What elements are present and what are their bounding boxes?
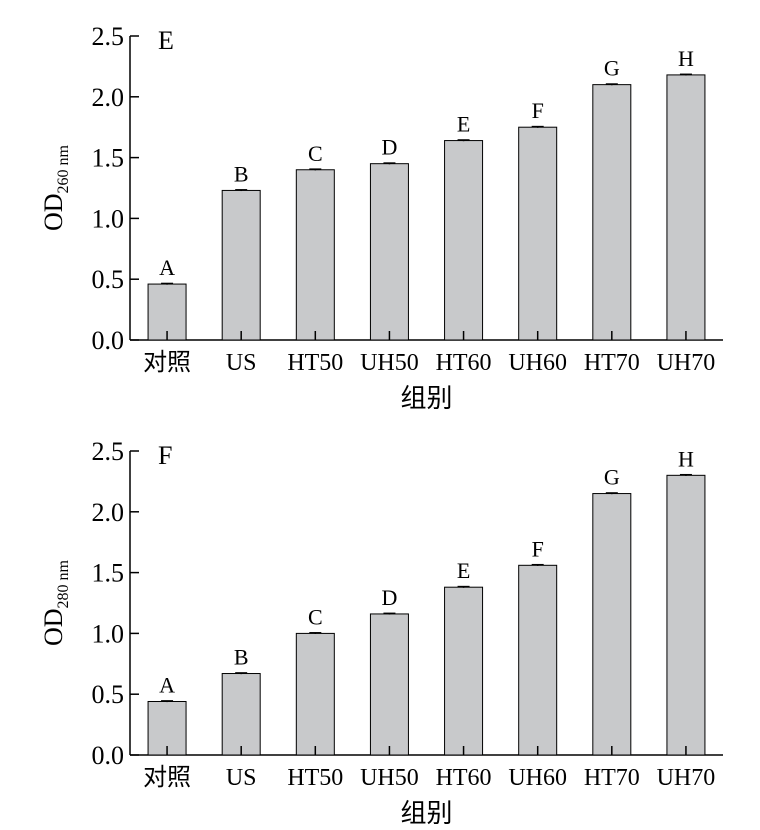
- chart-f-significance-letter: A: [159, 672, 175, 697]
- chart-f-x-tick-label: UH60: [508, 765, 567, 791]
- chart-e-y-axis-label: OD260 nm: [39, 144, 72, 231]
- chart-f-bar: [666, 474, 706, 756]
- chart-e-y-axis-label-sub: 260 nm: [55, 144, 72, 193]
- chart-e-y-tick-label: 0.5: [92, 265, 125, 294]
- chart-f-panel-label: F: [158, 441, 172, 470]
- chart-f-y-tick-label: 2.5: [92, 437, 125, 466]
- chart-e-x-tick-label: HT70: [584, 350, 640, 376]
- chart-e-y-tick-label: 0.0: [92, 326, 125, 355]
- chart-f-x-tick-label: HT60: [436, 765, 492, 791]
- chart-f-bar: [295, 632, 335, 756]
- chart-e-bar: [369, 163, 409, 341]
- chart-f-x-tick-label: UH50: [360, 765, 419, 791]
- chart-e-significance-letter: F: [532, 98, 544, 123]
- chart-e-significance-letter: B: [234, 161, 249, 186]
- chart-f-x-tick-label: 对照: [143, 764, 191, 791]
- chart-f-x-tick-label: HT50: [287, 765, 343, 791]
- chart-e-significance-letter: A: [159, 255, 175, 280]
- chart-f-significance-letter: G: [604, 465, 620, 490]
- chart-e-significance-letter: D: [381, 135, 397, 160]
- chart-e-bar: [666, 74, 706, 341]
- chart-e-x-tick-label: UH70: [657, 350, 716, 376]
- chart-f-svg: 0.0 0.5 1.0 1.5 2.0 2.5 F OD280 nm A 对照 B US C HT50 D U…: [39, 437, 723, 828]
- chart-e-bar: [518, 126, 558, 341]
- chart-e-panel-label: E: [158, 26, 174, 55]
- chart-f-y-tick-label: 0.5: [92, 680, 125, 709]
- chart-f-y-axis-label-main: OD: [39, 608, 68, 646]
- chart-e-bar: [147, 283, 187, 341]
- chart-e-y-axis-label-main: OD: [39, 193, 68, 231]
- chart-f-bar: [369, 613, 409, 756]
- chart-e-bar: [444, 140, 484, 341]
- chart-f-y-tick-label: 2.0: [92, 498, 125, 527]
- chart-f-y-tick-label: 1.0: [92, 619, 125, 648]
- chart-e-bar: [221, 189, 261, 341]
- chart-f-bar: [592, 493, 632, 756]
- chart-e-significance-letter: E: [457, 112, 470, 137]
- chart-e-y-tick-label: 1.0: [92, 204, 125, 233]
- chart-f-y-tick-label: 1.5: [92, 559, 125, 588]
- chart-f-y-axis-label: OD280 nm: [39, 559, 72, 646]
- chart-e-bar: [295, 169, 335, 341]
- chart-f-significance-letter: F: [532, 536, 544, 561]
- chart-e-x-tick-label: UH60: [508, 350, 567, 376]
- chart-e-significance-letter: G: [604, 56, 620, 81]
- chart-e-y-tick-label: 2.0: [92, 83, 125, 112]
- chart-e-x-tick-label: HT60: [436, 350, 492, 376]
- chart-e-y-tick-label: 1.5: [92, 144, 125, 173]
- chart-f-significance-letter: E: [457, 558, 470, 583]
- chart-f-y-axis-label-sub: 280 nm: [55, 559, 72, 608]
- chart-f-significance-letter: D: [381, 585, 397, 610]
- chart-f-significance-letter: B: [234, 645, 249, 670]
- chart-f-x-tick-label: UH70: [657, 765, 716, 791]
- chart-f-y-tick-label: 0.0: [92, 741, 125, 770]
- chart-f-bar: [518, 564, 558, 756]
- chart-f-x-tick-label: HT70: [584, 765, 640, 791]
- chart-e-significance-letter: H: [678, 46, 694, 71]
- chart-panel-e: 0.0 0.5 1.0 1.5 2.0 2.5 E OD260 nm A 对照 B US C HT50 D U…: [39, 22, 723, 413]
- chart-e-x-tick-label: UH50: [360, 350, 419, 376]
- chart-e-x-axis-label: 组别: [400, 384, 452, 413]
- chart-e-bar: [592, 84, 632, 341]
- chart-e-x-tick-label: US: [226, 350, 257, 376]
- chart-f-significance-letter: H: [678, 446, 694, 471]
- chart-e-x-tick-label: HT50: [287, 350, 343, 376]
- chart-e-y-tick-label: 2.5: [92, 22, 125, 51]
- chart-panel-f: 0.0 0.5 1.0 1.5 2.0 2.5 F OD280 nm A 对照 B US C HT50 D U…: [0, 415, 760, 830]
- chart-f-bar: [444, 586, 484, 756]
- chart-e-x-tick-label: 对照: [143, 349, 191, 376]
- chart-f-x-tick-label: US: [226, 765, 257, 791]
- chart-f-x-axis-label: 组别: [400, 799, 452, 828]
- chart-f-bar: [221, 673, 261, 756]
- chart-e-significance-letter: C: [308, 141, 323, 166]
- chart-e-svg: 0.0 0.5 1.0 1.5 2.0 2.5 E OD260 nm A 对照 B US C HT50 D U…: [39, 22, 723, 413]
- chart-f-significance-letter: C: [308, 604, 323, 629]
